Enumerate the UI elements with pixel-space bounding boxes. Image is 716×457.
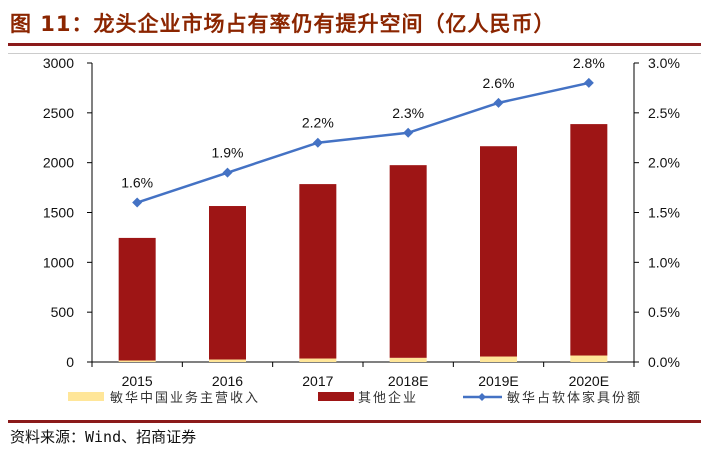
share-data-label: 2.2%: [302, 115, 334, 131]
bar-other-companies: [570, 124, 608, 356]
left-tick-label: 0: [66, 354, 74, 370]
right-tick-label: 3.0%: [648, 55, 680, 71]
share-line: [136, 81, 590, 204]
bar-other-companies: [209, 206, 246, 360]
legend-swatch-minhua-china: [68, 392, 104, 401]
bar-minhua-china: [299, 358, 337, 362]
share-point-marker: [403, 127, 414, 138]
legend-label-minhua-china: 敏华中国业务主营收入: [110, 390, 260, 406]
x-tick-label: 2019E: [478, 373, 518, 389]
bar-minhua-china: [118, 360, 156, 362]
chart-top-border: [8, 53, 701, 54]
legend-swatch-other-companies: [318, 392, 354, 401]
share-data-label: 1.6%: [121, 175, 153, 191]
share-point-marker: [493, 97, 504, 108]
left-tick-label: 1000: [43, 254, 74, 270]
x-tick-label: 2020E: [569, 373, 609, 389]
right-tick-label: 2.0%: [648, 155, 680, 171]
legend-label-share: 敏华占软体家具份额: [507, 390, 642, 406]
share-point-marker: [132, 197, 143, 208]
right-tick-label: 0.5%: [648, 304, 680, 320]
share-point-marker: [312, 137, 323, 148]
share-point-marker: [583, 77, 594, 88]
bar-minhua-china: [389, 357, 427, 362]
x-tick-label: 2016: [212, 373, 243, 389]
right-tick-label: 1.5%: [648, 205, 680, 221]
left-tick-label: 2500: [43, 105, 74, 121]
legend-marker-share: [478, 393, 486, 401]
share-data-label: 1.9%: [212, 145, 244, 161]
bar-other-companies: [118, 237, 156, 361]
left-tick-label: 2000: [43, 155, 74, 171]
x-tick-label: 2018E: [388, 373, 428, 389]
bar-minhua-china: [480, 356, 517, 362]
share-data-label: 2.8%: [573, 55, 605, 71]
bar-minhua-china: [209, 359, 246, 362]
left-tick-label: 3000: [43, 55, 74, 71]
figure-title: 图 11：龙头企业市场占有率仍有提升空间（亿人民币）: [10, 12, 556, 36]
left-tick-label: 500: [51, 304, 75, 320]
source-note: 资料来源：Wind、招商证券: [10, 428, 197, 446]
share-point-marker: [222, 167, 233, 178]
bar-other-companies: [389, 165, 427, 358]
right-tick-label: 1.0%: [648, 254, 680, 270]
title-divider: [8, 43, 701, 46]
bar-other-companies: [480, 146, 517, 357]
right-tick-label: 0.0%: [648, 354, 680, 370]
legend-label-other-companies: 其他企业: [358, 390, 418, 406]
bar-other-companies: [299, 184, 337, 359]
x-tick-label: 2017: [302, 373, 333, 389]
right-tick-label: 2.5%: [648, 105, 680, 121]
share-data-label: 2.6%: [483, 75, 515, 91]
bar-minhua-china: [570, 355, 608, 362]
x-tick-label: 2015: [122, 373, 153, 389]
source-divider: [8, 420, 701, 423]
left-tick-label: 1500: [43, 205, 74, 221]
share-data-label: 2.3%: [392, 105, 424, 121]
